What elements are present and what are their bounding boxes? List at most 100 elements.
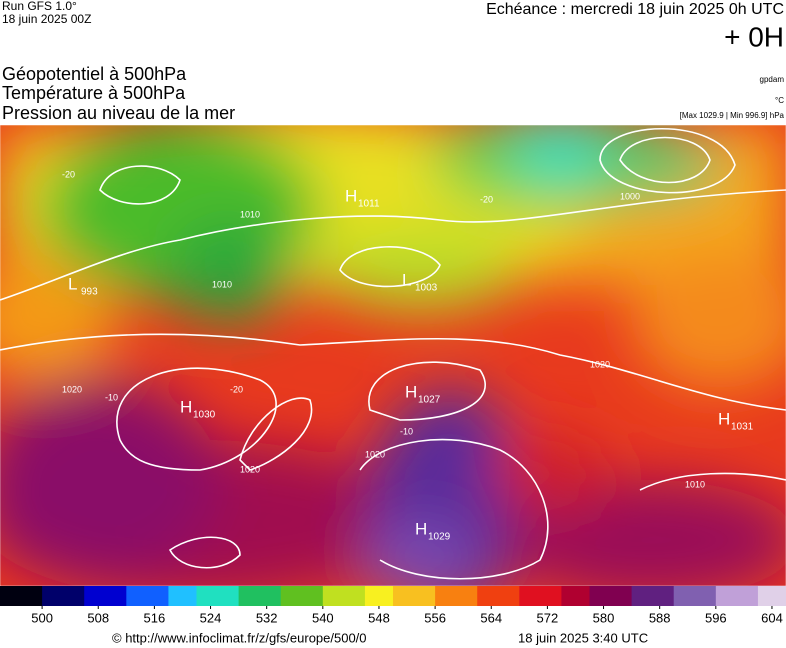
- center-value: 1027: [418, 395, 441, 406]
- colorbar-swatch: [561, 586, 576, 606]
- temp-label: -10: [400, 426, 413, 436]
- colorbar-swatch: [70, 586, 85, 606]
- lead-time: + 0H: [724, 21, 784, 52]
- isobar-label: 1000: [620, 191, 640, 201]
- colorbar-swatch: [252, 586, 268, 606]
- isobar-label: 1010: [240, 209, 260, 219]
- colorbar-label: 524: [200, 610, 222, 625]
- colorbar-swatch: [224, 586, 240, 606]
- center-value: 1031: [731, 422, 754, 433]
- colorbar-swatch: [126, 586, 141, 606]
- colorbar-swatch: [14, 586, 29, 606]
- isobar-label: 1010: [685, 479, 705, 489]
- run-date: 18 juin 2025 00Z: [2, 12, 91, 26]
- valid-time: Echéance : mercredi 18 juin 2025 0h UTC: [486, 1, 784, 18]
- isobar-label: 1020: [365, 449, 385, 459]
- colorbar-label: 540: [312, 610, 334, 625]
- generated: 18 juin 2025 3:40 UTC: [518, 630, 648, 645]
- colorbar-swatch: [378, 586, 394, 606]
- field-2: Température à 500hPa: [2, 83, 186, 103]
- colorbar-swatch: [505, 586, 520, 606]
- colorbar-swatch: [364, 586, 380, 606]
- isobar-label: 1020: [590, 359, 610, 369]
- colorbar-label: 548: [368, 610, 390, 625]
- colorbar-swatch: [140, 586, 155, 606]
- colorbar-label: 532: [256, 610, 278, 625]
- colorbar-swatch: [687, 586, 703, 606]
- colorbar-swatch: [491, 586, 506, 606]
- colorbar-label: 508: [87, 610, 109, 625]
- colorbar-swatch: [659, 586, 675, 606]
- colorbar-swatch: [407, 586, 422, 606]
- colorbar-swatch: [701, 586, 717, 606]
- colorbar-swatch: [575, 586, 590, 606]
- temp-label: -10: [105, 392, 118, 402]
- colorbar-swatch: [645, 586, 661, 606]
- colorbar-swatch: [533, 586, 548, 606]
- colorbar-swatch: [266, 586, 282, 606]
- colorbar-swatch: [617, 586, 633, 606]
- colorbar-swatch: [210, 586, 226, 606]
- colorbar-swatch: [547, 586, 562, 606]
- colorbar-label: 580: [593, 610, 615, 625]
- center-value: 1029: [428, 532, 451, 543]
- colorbar-swatch: [673, 586, 689, 606]
- center-type: L: [402, 270, 411, 289]
- isobar-label: 1010: [212, 279, 232, 289]
- colorbar-swatch: [603, 586, 619, 606]
- center-type: H: [415, 519, 427, 538]
- colorbar-swatch: [393, 586, 408, 606]
- colorbar-swatch: [350, 586, 366, 606]
- temp-label: -20: [230, 384, 243, 394]
- source: © http://www.infoclimat.fr/z/gfs/europe/…: [112, 630, 367, 645]
- colorbar-swatch: [729, 586, 745, 606]
- center-value: 1003: [415, 283, 438, 294]
- colorbar-swatch: [238, 586, 254, 606]
- pressure-range: [Max 1029.9 | Min 996.9] hPa: [680, 111, 785, 120]
- colorbar-swatch: [84, 586, 99, 606]
- colorbar-label: 500: [31, 610, 53, 625]
- colorbar-swatch: [154, 586, 169, 606]
- center-type: H: [180, 397, 192, 416]
- isobar-label: 1020: [62, 384, 82, 394]
- colorbar-swatch: [112, 586, 127, 606]
- colorbar-swatch: [98, 586, 113, 606]
- colorbar-swatch: [280, 586, 296, 606]
- field-map: [0, 125, 786, 586]
- colorbar-label: 556: [424, 610, 446, 625]
- field-3: Pression au niveau de la mer: [2, 103, 235, 123]
- colorbar-swatch: [42, 586, 57, 606]
- colorbar-swatch: [715, 586, 731, 606]
- run-label: Run GFS 1.0°: [2, 0, 77, 13]
- colorbar-swatch: [28, 586, 43, 606]
- colorbar-swatch: [757, 586, 773, 606]
- colorbar-swatch: [743, 586, 759, 606]
- colorbar-swatch: [463, 586, 478, 606]
- colorbar-swatch: [421, 586, 436, 606]
- colorbar-label: 516: [144, 610, 166, 625]
- colorbar-swatch: [631, 586, 647, 606]
- colorbar-swatch: [168, 586, 183, 606]
- center-type: H: [345, 186, 357, 205]
- colorbar-label: 604: [761, 610, 783, 625]
- unit-geo: gpdam: [760, 75, 785, 84]
- temp-label: -20: [62, 169, 75, 179]
- colorbar-swatch: [519, 586, 534, 606]
- colorbar-swatch: [449, 586, 464, 606]
- colorbar-swatch: [196, 586, 212, 606]
- colorbar-swatch: [771, 586, 786, 606]
- colorbar-swatch: [435, 586, 450, 606]
- colorbar-swatch: [308, 586, 324, 606]
- center-type: H: [405, 382, 417, 401]
- center-value: 1030: [193, 410, 216, 421]
- center-value: 1011: [358, 199, 380, 210]
- colorbar-swatch: [336, 586, 352, 606]
- center-value: 993: [81, 287, 98, 298]
- center-type: H: [718, 409, 730, 428]
- colorbar-label: 564: [480, 610, 502, 625]
- colorbar-swatch: [589, 586, 605, 606]
- colorbar-swatch: [182, 586, 197, 606]
- field-1: Géopotentiel à 500hPa: [2, 64, 187, 84]
- colorbar-swatch: [56, 586, 71, 606]
